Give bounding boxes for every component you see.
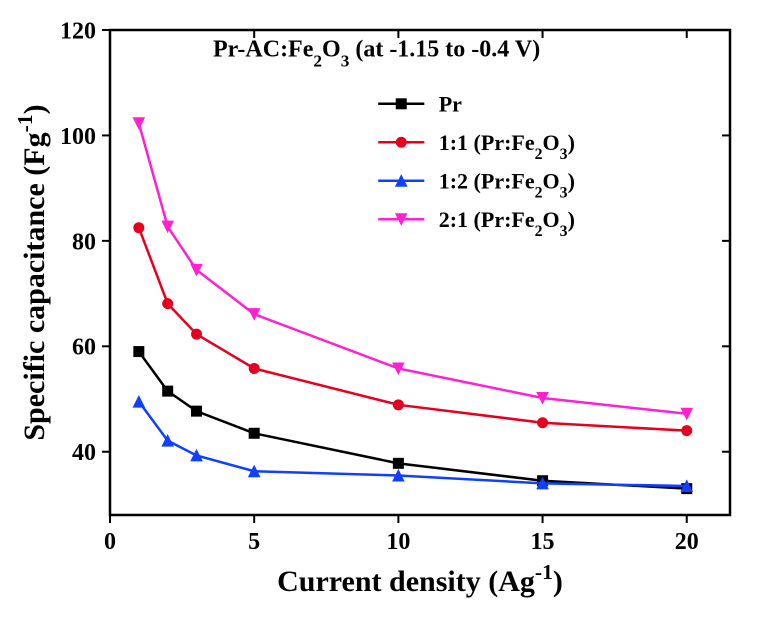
x-tick-label: 10 xyxy=(386,529,410,555)
x-tick-label: 15 xyxy=(531,529,555,555)
legend-label: Pr xyxy=(439,92,462,117)
x-tick-label: 0 xyxy=(104,529,116,555)
x-axis-title: Current density (Ag-1) xyxy=(277,560,563,598)
y-axis-title: Specific capacitance (Fg-1) xyxy=(13,104,51,440)
chart-svg: 0 5 10 15 20 40 60 80 100 120 Current density (Ag-… xyxy=(0,0,759,619)
x-tick-label: 5 xyxy=(248,529,260,555)
y-tick-label: 60 xyxy=(72,335,96,361)
y-tick-label: 100 xyxy=(60,124,96,150)
y-tick-label: 80 xyxy=(72,229,96,255)
x-tick-label: 20 xyxy=(675,529,699,555)
chart-container: 0 5 10 15 20 40 60 80 100 120 Current density (Ag-… xyxy=(0,0,759,619)
y-tick-label: 120 xyxy=(60,18,96,44)
y-tick-label: 40 xyxy=(72,440,96,466)
